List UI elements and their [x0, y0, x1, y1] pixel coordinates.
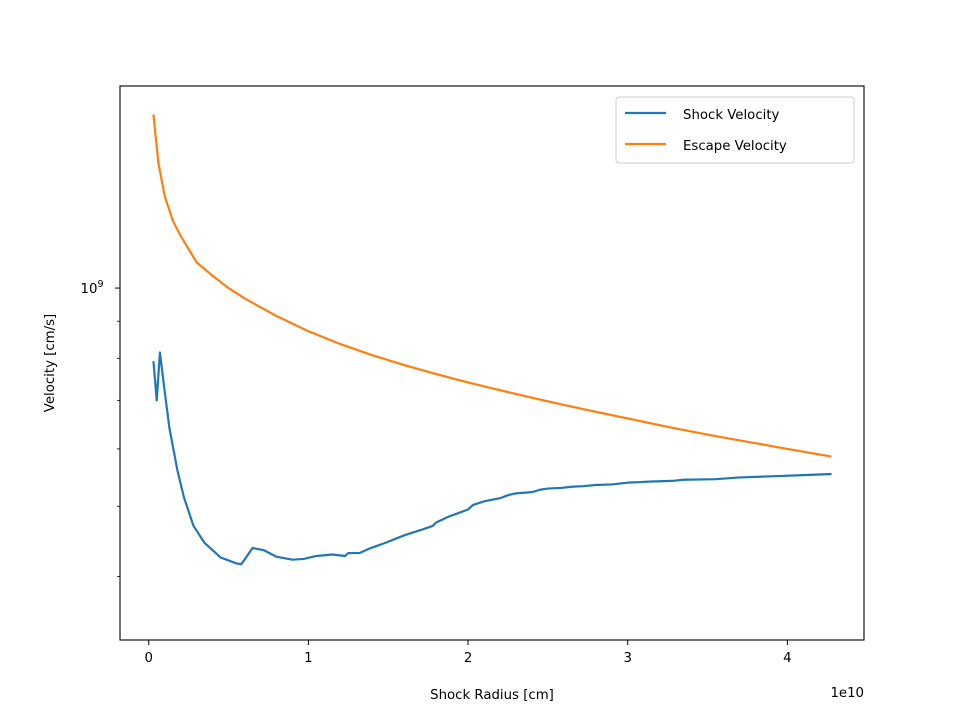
legend-box	[615, 96, 855, 164]
series-line-shock-velocity	[152, 351, 832, 566]
y-tick-label: 109	[81, 279, 104, 297]
y-axis-label: Velocity [cm/s]	[43, 314, 58, 412]
legend-label-escape-velocity: Escape Velocity	[683, 139, 787, 154]
x-tick-label: 1	[304, 651, 312, 666]
y-axis: 109	[81, 279, 120, 577]
series-line-escape-velocity	[152, 114, 832, 458]
legend: Shock Velocity Escape Velocity	[615, 96, 855, 164]
x-tick-label: 4	[783, 651, 791, 666]
x-axis: 0 1 2 3 4	[145, 640, 792, 666]
axes-frame	[119, 85, 865, 641]
series-layer	[152, 114, 832, 566]
x-tick-label: 0	[145, 651, 153, 666]
x-axis-label: Shock Radius [cm]	[430, 688, 554, 703]
legend-label-shock-velocity: Shock Velocity	[683, 108, 780, 123]
plot-area	[119, 85, 865, 641]
x-tick-label: 2	[464, 651, 472, 666]
x-tick-label: 3	[623, 651, 631, 666]
axes-background	[120, 86, 864, 640]
x-offset-label: 1e10	[830, 686, 864, 701]
